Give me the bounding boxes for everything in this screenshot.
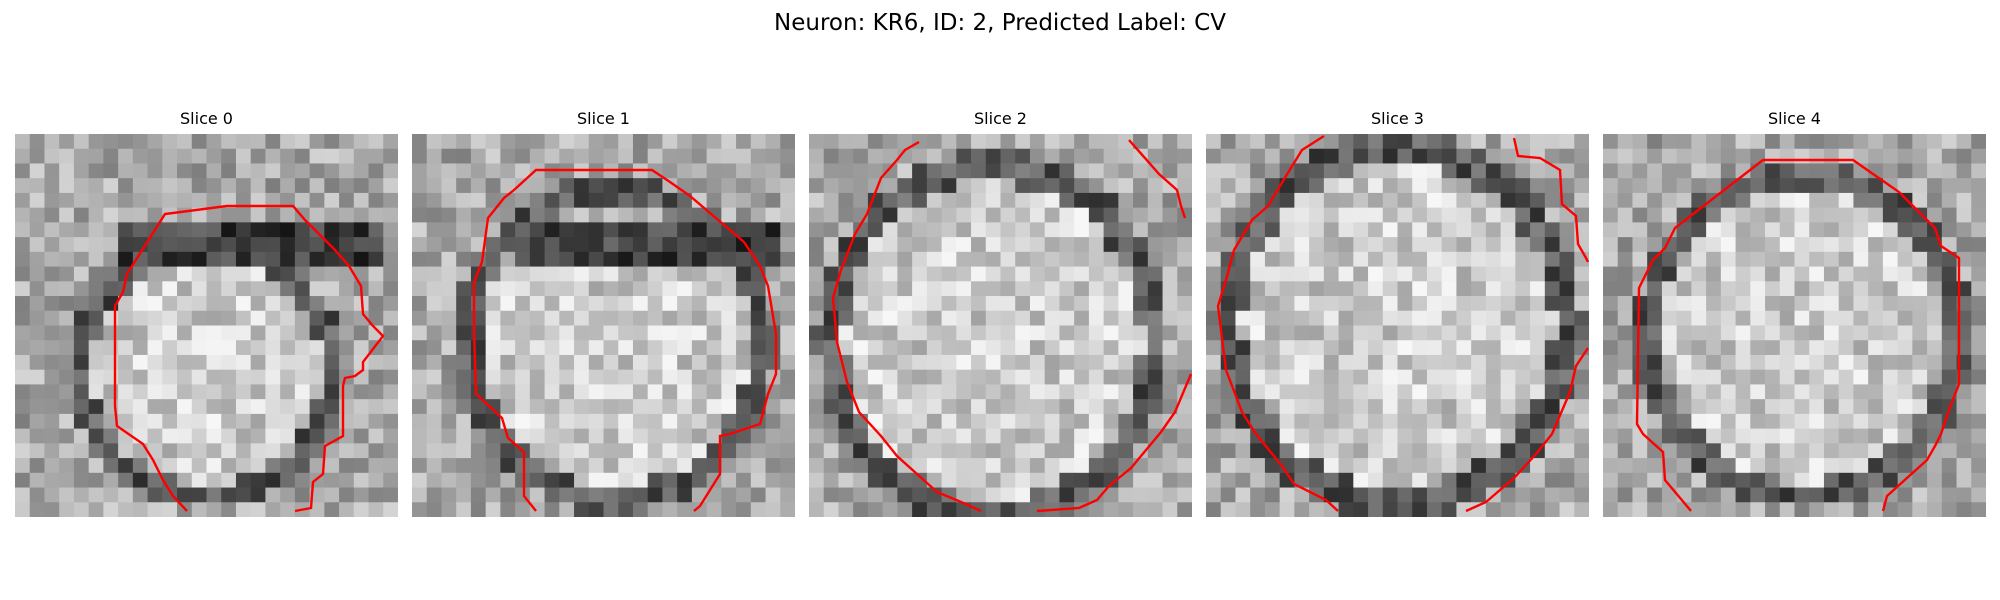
slice-2-plot [809, 134, 1192, 517]
slice-3-contour-top [1512, 137, 1589, 263]
slice-0-contour [113, 204, 385, 513]
slice-3-title: Slice 3 [1371, 109, 1424, 128]
slice-4-title: Slice 4 [1768, 109, 1821, 128]
figure-title: Neuron: KR6, ID: 2, Predicted Label: CV [774, 10, 1226, 36]
slice-2-image [809, 134, 1192, 517]
slice-0-image [15, 134, 398, 517]
slice-1-image [412, 134, 795, 517]
slice-0-title: Slice 0 [180, 109, 233, 128]
slice-1-pixels [412, 134, 795, 517]
slice-4-contour [1635, 158, 1961, 512]
slice-2-title: Slice 2 [974, 109, 1027, 128]
slice-3-image [1206, 134, 1589, 517]
slice-0-plot [15, 134, 398, 517]
slice-2-contour-right [1036, 373, 1192, 513]
slice-1-contour [472, 168, 778, 512]
slice-1-plot [412, 134, 795, 517]
slice-4-image [1603, 134, 1986, 517]
slice-3-contour-right [1465, 347, 1589, 513]
slice-3-contour [1216, 134, 1339, 512]
slice-4-plot [1603, 134, 1986, 517]
slice-3-plot [1206, 134, 1589, 517]
slice-4-pixels [1603, 134, 1986, 517]
slice-2-contour [831, 140, 982, 513]
slice-0-pixels [15, 134, 398, 517]
slice-2-pixels [809, 134, 1192, 517]
slice-1-title: Slice 1 [577, 109, 630, 128]
slice-2-contour-top [1128, 139, 1187, 219]
